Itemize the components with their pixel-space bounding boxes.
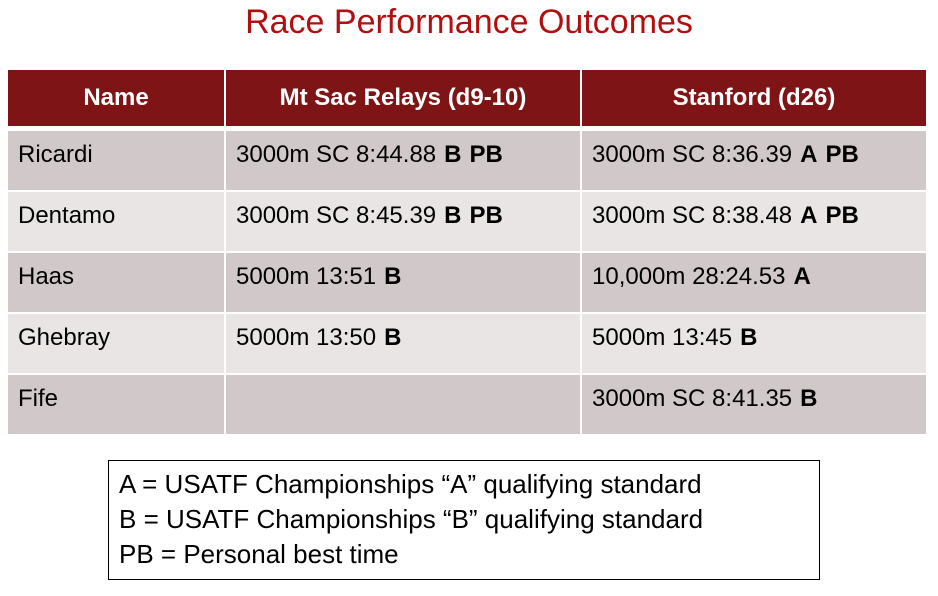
results-table: Name Mt Sac Relays (d9-10) Stanford (d26) R…: [8, 70, 928, 434]
slide-title: Race Performance Outcomes: [245, 3, 693, 41]
header-cell: Name: [8, 70, 226, 126]
qualifier-mark: B: [800, 385, 818, 412]
cell-text: 5000m 13:50: [236, 324, 377, 351]
header-cell: Mt Sac Relays (d9-10): [226, 70, 582, 126]
legend-line: PB = Personal best time: [119, 539, 399, 569]
qualifier-mark: PB: [469, 141, 503, 168]
qualifier-mark: A: [793, 263, 811, 290]
table-cell: Ricardi: [8, 131, 226, 190]
table-cell: Dentamo: [8, 192, 226, 251]
cell-text: Fife: [18, 385, 59, 412]
table-cell: 3000m SC 8:41.35 B: [582, 375, 928, 434]
legend-line: B = USATF Championships “B” qualifying s…: [119, 504, 704, 534]
cell-text: 3000m SC 8:44.88: [236, 141, 437, 168]
table-cell: 3000m SC 8:44.88 B PB: [226, 131, 582, 190]
qualifier-mark: B: [740, 324, 758, 351]
cell-text: Dentamo: [18, 202, 116, 229]
cell-text: 10,000m 28:24.53: [592, 263, 786, 290]
cell-text: Ricardi: [18, 141, 93, 168]
table-cell: 5000m 13:50 B: [226, 314, 582, 373]
cell-text: 3000m SC 8:36.39: [592, 141, 793, 168]
qualifier-mark: B: [444, 202, 462, 229]
qualifier-mark: PB: [825, 141, 859, 168]
table-cell: Fife: [8, 375, 226, 434]
legend-box: A = USATF Championships “A” qualifying s…: [108, 460, 820, 580]
qualifier-mark: PB: [469, 202, 503, 229]
table-cell: 5000m 13:45 B: [582, 314, 928, 373]
table-cell: Ghebray: [8, 314, 226, 373]
cell-text: 3000m SC 8:41.35: [592, 385, 793, 412]
cell-text: 3000m SC 8:45.39: [236, 202, 437, 229]
qualifier-mark: B: [384, 263, 402, 290]
table-cell: 3000m SC 8:36.39 A PB: [582, 131, 928, 190]
table-cell: 5000m 13:51 B: [226, 253, 582, 312]
cell-text: 3000m SC 8:38.48: [592, 202, 793, 229]
header-cell: Stanford (d26): [582, 70, 928, 126]
table-cell: [226, 375, 582, 434]
qualifier-mark: A: [800, 202, 818, 229]
qualifier-mark: A: [800, 141, 818, 168]
cell-text: Ghebray: [18, 324, 111, 351]
legend-line: A = USATF Championships “A” qualifying s…: [119, 469, 702, 499]
cell-text: Haas: [18, 263, 75, 290]
cell-text: 5000m 13:51: [236, 263, 377, 290]
qualifier-mark: B: [444, 141, 462, 168]
cell-text: 5000m 13:45: [592, 324, 733, 351]
qualifier-mark: PB: [825, 202, 859, 229]
table-cell: Haas: [8, 253, 226, 312]
table-cell: 3000m SC 8:45.39 B PB: [226, 192, 582, 251]
qualifier-mark: B: [384, 324, 402, 351]
table-cell: 10,000m 28:24.53 A: [582, 253, 928, 312]
table-cell: 3000m SC 8:38.48 A PB: [582, 192, 928, 251]
